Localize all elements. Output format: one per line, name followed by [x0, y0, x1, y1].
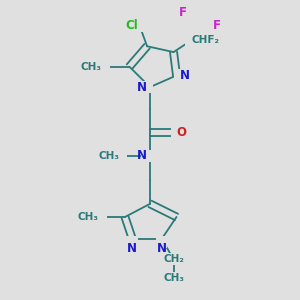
Text: N: N [157, 242, 167, 255]
Text: N: N [179, 69, 189, 82]
FancyBboxPatch shape [90, 211, 106, 223]
FancyBboxPatch shape [171, 126, 182, 139]
FancyBboxPatch shape [174, 69, 185, 82]
FancyBboxPatch shape [133, 20, 144, 32]
FancyBboxPatch shape [168, 253, 191, 266]
FancyBboxPatch shape [93, 61, 110, 73]
Text: CHF₂: CHF₂ [191, 35, 219, 45]
Text: F: F [213, 19, 221, 32]
FancyBboxPatch shape [142, 81, 153, 93]
FancyBboxPatch shape [142, 150, 153, 162]
Text: F: F [178, 5, 186, 19]
Text: N: N [137, 149, 147, 162]
Text: CH₃: CH₃ [163, 273, 184, 283]
Text: CH₃: CH₃ [98, 151, 119, 161]
FancyBboxPatch shape [168, 272, 191, 284]
Text: CH₂: CH₂ [163, 254, 184, 264]
FancyBboxPatch shape [177, 12, 188, 25]
FancyBboxPatch shape [111, 150, 127, 162]
Text: O: O [176, 126, 187, 139]
FancyBboxPatch shape [156, 236, 167, 248]
Text: N: N [127, 242, 137, 255]
Text: Cl: Cl [125, 19, 138, 32]
FancyBboxPatch shape [127, 236, 138, 248]
Text: CH₃: CH₃ [77, 212, 98, 222]
FancyBboxPatch shape [208, 20, 219, 32]
Text: CH₃: CH₃ [80, 62, 101, 72]
FancyBboxPatch shape [185, 34, 209, 46]
Text: N: N [137, 81, 147, 94]
